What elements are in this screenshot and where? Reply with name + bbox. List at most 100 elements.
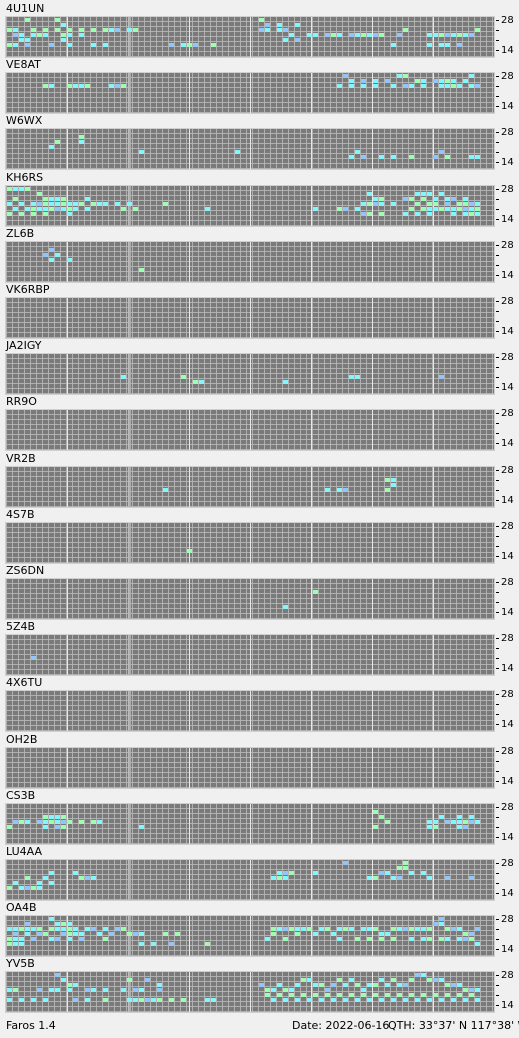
- grid-divider: [250, 522, 251, 563]
- spot-cell: [265, 28, 270, 32]
- spot-cell: [67, 33, 72, 37]
- spot-cell: [421, 927, 426, 932]
- grid-divider: [250, 972, 251, 1013]
- spot-cell: [475, 211, 480, 216]
- grid-divider: [311, 916, 312, 957]
- spot-cell: [67, 201, 72, 206]
- spot-cell: [31, 656, 36, 661]
- spot-cell: [373, 33, 378, 37]
- spot-cell: [43, 211, 48, 216]
- spot-cell: [277, 876, 282, 880]
- grid-divider: [189, 579, 190, 619]
- spot-cell: [349, 79, 354, 84]
- spot-cell: [403, 861, 408, 865]
- spot-cell: [421, 79, 426, 84]
- spot-cell: [85, 988, 90, 993]
- spot-cell: [91, 28, 96, 32]
- spot-cell: [265, 993, 270, 998]
- grid-divider: [67, 803, 68, 844]
- spot-cell: [127, 28, 132, 32]
- grid-divider: [250, 410, 251, 451]
- spot-cell: [373, 983, 378, 988]
- spot-cell: [307, 978, 312, 983]
- spot-cell: [55, 201, 60, 206]
- spot-cell: [391, 155, 396, 160]
- spot-cell: [271, 932, 276, 937]
- band-axis: 28 14: [496, 521, 519, 564]
- spot-cell: [367, 983, 372, 988]
- grid-divider: [67, 410, 68, 451]
- spot-cell: [193, 380, 198, 385]
- axis-tick: [496, 433, 499, 435]
- spot-cell: [43, 824, 48, 829]
- spot-cell: [181, 43, 186, 47]
- spot-cell: [427, 819, 432, 824]
- grid-divider: [433, 354, 434, 395]
- spot-cell: [313, 993, 318, 998]
- spot-cell: [169, 942, 174, 947]
- grid-divider: [311, 972, 312, 1013]
- spot-cell: [415, 79, 420, 84]
- grid-divider: [433, 185, 434, 226]
- band-label-top: 28: [501, 858, 514, 869]
- spot-cell: [103, 28, 108, 32]
- spot-cell: [457, 937, 462, 942]
- spot-cell: [139, 150, 144, 155]
- spot-cell: [265, 937, 270, 942]
- spot-cell: [13, 881, 18, 885]
- spot-cell: [379, 196, 384, 201]
- spot-cell: [181, 375, 186, 380]
- station-callsign: ZL6B: [6, 226, 35, 240]
- spot-cell: [67, 927, 72, 932]
- band-label-bottom: 14: [501, 719, 514, 731]
- spot-cell: [43, 84, 48, 89]
- band-axis: 28 14: [496, 633, 519, 676]
- station-callsign: 4X6TU: [6, 676, 43, 690]
- spot-cell: [355, 983, 360, 988]
- spot-cell: [85, 206, 90, 211]
- band-axis: 28 14: [496, 802, 519, 845]
- grid-divider: [189, 241, 190, 282]
- spot-cell: [61, 922, 66, 927]
- spot-cell: [13, 28, 18, 32]
- status-date: Date: 2022-06-16: [292, 1019, 390, 1032]
- spot-cell: [409, 937, 414, 942]
- spot-cell: [385, 477, 390, 482]
- axis-tick: [496, 535, 499, 537]
- spot-cell: [463, 33, 468, 37]
- spot-cell: [349, 993, 354, 998]
- axis-tick: [496, 638, 499, 640]
- spot-cell: [433, 79, 438, 84]
- propagation-grid: [5, 915, 495, 958]
- spot-cell: [19, 942, 24, 947]
- spot-cell: [403, 196, 408, 201]
- grid-divider: [372, 635, 373, 676]
- band-axis: 28 14: [496, 465, 519, 508]
- axis-tick: [496, 750, 499, 752]
- axis-tick: [496, 321, 499, 322]
- band-axis: 28 14: [496, 127, 519, 170]
- spot-cell: [361, 33, 366, 37]
- spot-cell: [61, 206, 66, 211]
- spot-cell: [271, 988, 276, 993]
- spot-cell: [367, 927, 372, 932]
- spot-cell: [463, 206, 468, 211]
- axis-tick: [496, 555, 499, 557]
- axis-tick: [496, 929, 499, 931]
- grid-divider: [311, 466, 312, 507]
- spot-cell: [55, 937, 60, 942]
- spot-cell: [301, 978, 306, 983]
- axis-tick: [496, 612, 499, 613]
- spot-cell: [43, 814, 48, 819]
- spot-cell: [451, 33, 456, 37]
- time-marker: [128, 129, 131, 170]
- spot-cell: [115, 84, 120, 89]
- spot-cell: [265, 988, 270, 993]
- axis-tick: [496, 423, 499, 425]
- grid-divider: [311, 17, 312, 57]
- spot-cell: [457, 84, 462, 89]
- spot-cell: [361, 993, 366, 998]
- spot-cell: [463, 211, 468, 216]
- grid-divider: [433, 241, 434, 282]
- spot-cell: [391, 876, 396, 880]
